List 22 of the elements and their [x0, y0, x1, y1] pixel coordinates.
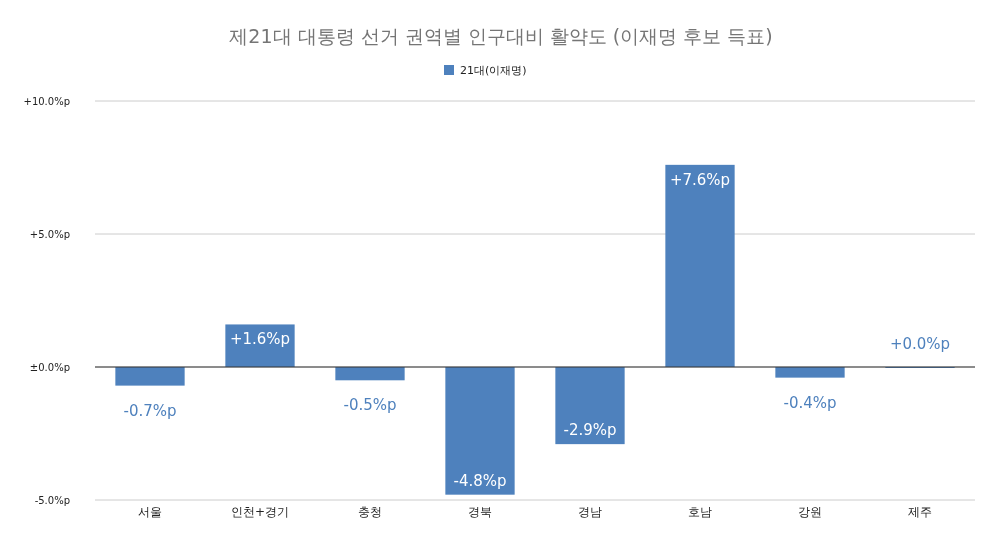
- x-tick-label: 호남: [688, 505, 712, 519]
- x-tick-label: 경남: [578, 505, 602, 519]
- y-tick-label: ±0.0%p: [29, 362, 70, 373]
- x-tick-label: 인천+경기: [230, 505, 290, 519]
- y-tick-label: +10.0%p: [23, 96, 70, 107]
- legend-label: 21대(이재명): [460, 64, 527, 77]
- x-tick-label: 서울: [138, 505, 162, 519]
- data-label: -0.5%p: [343, 396, 397, 415]
- data-label: +0.0%p: [889, 335, 951, 353]
- chart-title: 제21대 대통령 선거 권역별 인구대비 활약도 (이재명 후보 득표): [229, 25, 773, 47]
- x-tick-label: 제주: [908, 505, 932, 519]
- x-tick-label: 강원: [798, 505, 822, 519]
- data-label: -0.7%p: [123, 401, 177, 420]
- data-label: -0.4%p: [783, 393, 837, 412]
- x-tick-label: 충청: [358, 505, 382, 519]
- x-tick-label: 경북: [468, 505, 492, 519]
- data-label: +1.6%p: [229, 330, 291, 349]
- y-tick-label: -5.0%p: [34, 495, 70, 506]
- data-label: -2.9%p: [563, 421, 617, 440]
- data-label: +7.6%p: [669, 170, 731, 189]
- data-label: -4.8%p: [453, 471, 507, 490]
- y-tick-label: +5.0%p: [29, 229, 70, 240]
